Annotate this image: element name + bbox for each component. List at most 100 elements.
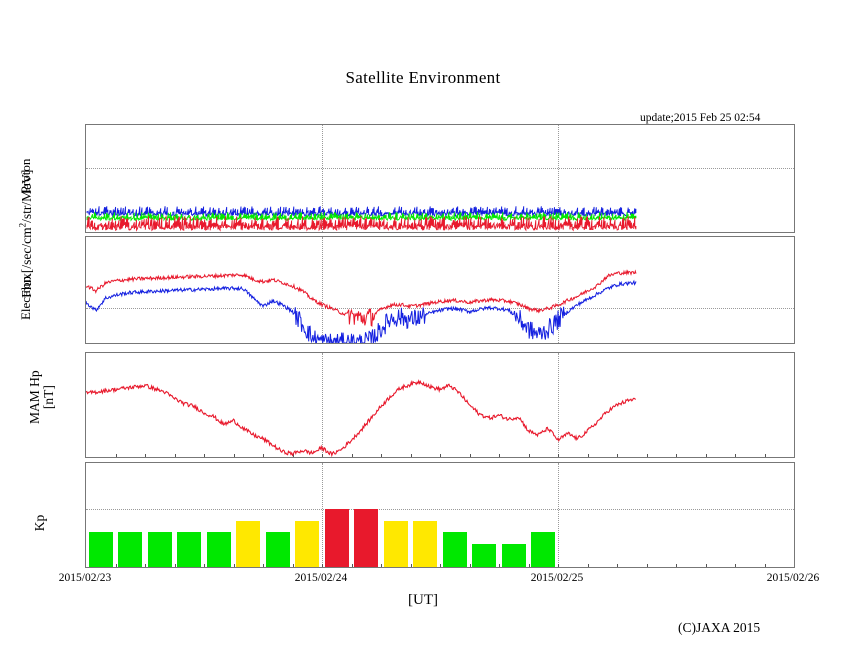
x-tick-mark bbox=[263, 454, 264, 457]
x-tick-mark bbox=[764, 454, 766, 457]
x-tick-mark bbox=[617, 454, 618, 457]
x-tick-mark bbox=[322, 564, 323, 567]
x-tick-mark bbox=[115, 564, 117, 567]
kp-bar bbox=[265, 532, 290, 567]
x-tick-mark bbox=[440, 564, 441, 567]
date-gridline bbox=[558, 125, 559, 232]
x-tick-mark bbox=[705, 454, 707, 457]
kp-bar bbox=[472, 543, 497, 567]
kp-bar bbox=[177, 532, 202, 567]
date-gridline bbox=[558, 353, 559, 457]
electron-blue bbox=[86, 279, 637, 343]
date-gridline bbox=[322, 125, 323, 232]
page-title: Satellite Environment bbox=[345, 68, 501, 87]
kp-bar bbox=[236, 520, 261, 567]
x-tick-mark bbox=[440, 454, 441, 457]
x-tick-mark bbox=[174, 454, 176, 457]
copyright-notice: (C)JAXA 2015 bbox=[678, 620, 761, 635]
x-tick-mark bbox=[469, 564, 471, 567]
x-tick-mark bbox=[735, 454, 736, 457]
y-tick-mark bbox=[85, 521, 86, 522]
kp-bar bbox=[531, 532, 556, 567]
kp-bar bbox=[118, 532, 143, 567]
x-tick-mark bbox=[617, 564, 618, 567]
x-tick-mark bbox=[233, 454, 235, 457]
mam-hp-axis-label: MAM Hp [nT] bbox=[26, 370, 56, 424]
x-tick-mark bbox=[322, 454, 323, 457]
x-tick-label: 2015/02/26 bbox=[766, 572, 820, 584]
x-tick-mark bbox=[676, 564, 677, 567]
kp-bar bbox=[442, 532, 467, 567]
x-tick-mark bbox=[764, 564, 766, 567]
x-tick-mark bbox=[410, 454, 412, 457]
x-tick-mark bbox=[351, 454, 353, 457]
mam-hp-line bbox=[86, 379, 636, 457]
x-tick-mark bbox=[587, 564, 589, 567]
x-tick-mark bbox=[499, 564, 500, 567]
y-tick-mark bbox=[85, 544, 86, 545]
x-tick-mark bbox=[204, 454, 205, 457]
update-timestamp: update;2015 Feb 25 02:54 bbox=[640, 112, 761, 124]
x-tick-mark bbox=[381, 454, 382, 457]
x-axis-title: [UT] bbox=[408, 592, 438, 608]
x-tick-mark bbox=[115, 454, 117, 457]
x-tick-mark bbox=[528, 564, 530, 567]
proton-axis-label: Proton bbox=[18, 158, 33, 194]
x-tick-mark bbox=[381, 564, 382, 567]
value-gridline bbox=[86, 307, 794, 309]
x-tick-mark bbox=[351, 564, 353, 567]
y-tick-mark bbox=[85, 532, 86, 533]
kp-bar bbox=[354, 509, 379, 567]
date-gridline bbox=[322, 237, 323, 343]
date-gridline bbox=[322, 353, 323, 457]
date-gridline bbox=[322, 463, 323, 567]
x-tick-mark bbox=[528, 454, 530, 457]
x-tick-mark bbox=[263, 564, 264, 567]
electron-axis-label: Electron bbox=[18, 275, 33, 321]
kp-bar bbox=[147, 532, 172, 567]
value-gridline bbox=[86, 167, 794, 169]
y-tick-mark bbox=[85, 498, 86, 499]
x-tick-mark bbox=[705, 564, 707, 567]
panel-mam-hp: 140120100806040200-20 bbox=[85, 352, 795, 458]
panel-kp-index: 9876543210 bbox=[85, 462, 795, 568]
panel-electron-flux: 1.0e+071.0e+061.0e+051.0e+041.0e+031.0e+… bbox=[85, 236, 795, 344]
x-tick-mark bbox=[646, 454, 648, 457]
x-tick-mark bbox=[292, 564, 294, 567]
proton-blue bbox=[86, 206, 637, 218]
mam-hp-trace bbox=[86, 379, 636, 457]
electron-traces bbox=[86, 269, 637, 343]
x-tick-mark bbox=[204, 564, 205, 567]
kp-bar bbox=[206, 532, 231, 567]
x-tick-label: 2015/02/23 bbox=[58, 572, 112, 584]
x-tick-mark bbox=[499, 454, 500, 457]
proton-traces bbox=[86, 206, 637, 232]
x-tick-mark bbox=[558, 564, 559, 567]
x-tick-mark bbox=[676, 454, 677, 457]
y-tick-mark bbox=[85, 486, 86, 487]
x-tick-mark bbox=[558, 454, 559, 457]
proton-red bbox=[86, 216, 637, 232]
x-tick-mark bbox=[233, 564, 235, 567]
date-gridline bbox=[558, 237, 559, 343]
x-tick-mark bbox=[735, 564, 736, 567]
x-tick-label: 2015/02/25 bbox=[530, 572, 584, 584]
kp-bar bbox=[295, 520, 320, 567]
panel-proton-flux: 1.0e+031.0e+021.0e+011.0e+001.0e-011.0e-… bbox=[85, 124, 795, 233]
electron-red bbox=[86, 269, 637, 327]
kp-bar bbox=[383, 520, 408, 567]
x-tick-mark bbox=[145, 564, 146, 567]
kp-axis-label: Kp bbox=[32, 514, 47, 532]
y-tick-mark bbox=[85, 555, 86, 556]
x-tick-mark bbox=[145, 454, 146, 457]
kp-bar bbox=[324, 509, 349, 567]
x-tick-mark bbox=[469, 454, 471, 457]
x-tick-mark bbox=[410, 564, 412, 567]
kp-bar bbox=[88, 532, 113, 567]
value-gridline bbox=[86, 509, 794, 511]
y-tick-mark bbox=[85, 475, 86, 476]
date-gridline bbox=[558, 463, 559, 567]
x-tick-mark bbox=[646, 564, 648, 567]
kp-bar bbox=[501, 543, 526, 567]
